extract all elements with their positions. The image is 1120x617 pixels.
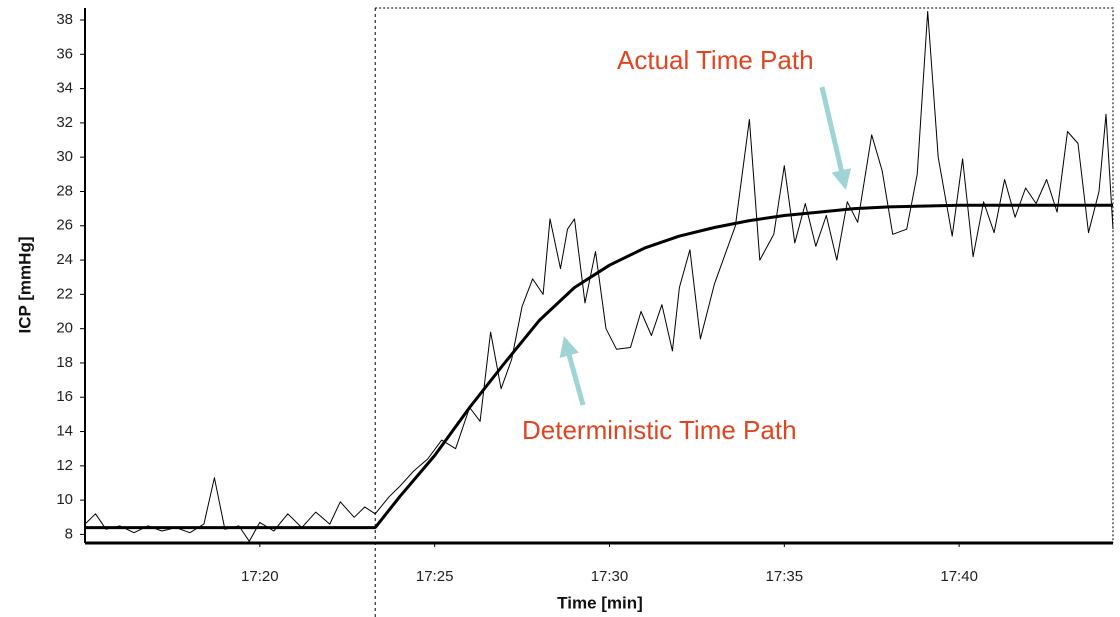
plot-frame [375, 7, 1114, 543]
y-tick-label: 10 [56, 491, 73, 508]
x-tick-label: 17:40 [940, 568, 978, 585]
x-tick-label: 17:30 [591, 568, 629, 585]
x-axis-title: Time [min] [557, 593, 643, 612]
y-tick-label: 8 [65, 525, 73, 542]
annotation: Actual Time Path [617, 45, 814, 75]
y-tick-label: 32 [56, 114, 73, 131]
annotation: Deterministic Time Path [522, 415, 797, 445]
y-tick-label: 30 [56, 148, 73, 165]
y-tick-label: 24 [56, 251, 73, 268]
arrow [819, 86, 852, 190]
y-axis-title: ICP [mmHg] [15, 237, 34, 334]
y-tick-label: 22 [56, 285, 73, 302]
x-tick-label: 17:35 [766, 568, 804, 585]
series-line [84, 10, 1114, 542]
x-tick-label: 17:20 [241, 568, 279, 585]
y-tick-label: 16 [56, 388, 73, 405]
y-tick-label: 36 [56, 45, 73, 62]
y-tick-label: 14 [56, 423, 73, 440]
y-tick-label: 18 [56, 354, 73, 371]
x-tick-label: 17:25 [416, 568, 454, 585]
y-tick-label: 38 [56, 11, 73, 28]
y-tick-label: 20 [56, 320, 73, 337]
y-tick-label: 34 [56, 80, 73, 97]
arrow [559, 336, 586, 406]
series-line [85, 203, 1113, 530]
y-tick-label: 12 [56, 457, 73, 474]
y-tick-label: 26 [56, 217, 73, 234]
y-tick-label: 28 [56, 182, 73, 199]
